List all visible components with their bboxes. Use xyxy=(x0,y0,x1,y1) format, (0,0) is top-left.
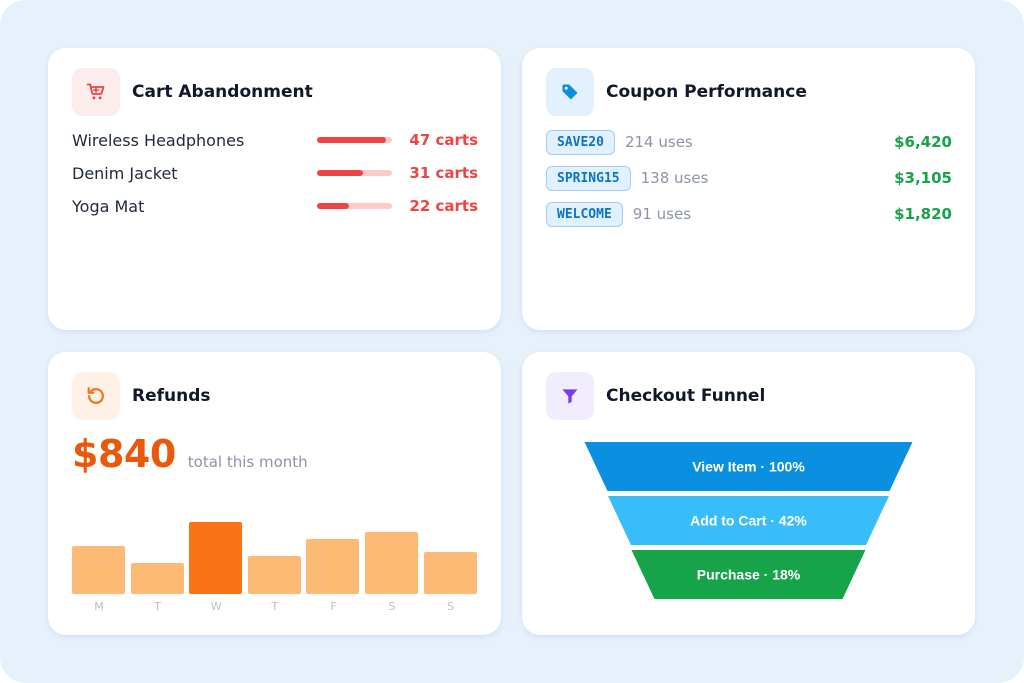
card-title: Coupon Performance xyxy=(606,82,807,102)
product-name: Denim Jacket xyxy=(72,163,178,183)
refund-total: $840 total this month xyxy=(72,432,308,476)
funnel-icon xyxy=(546,372,594,420)
abandonment-bar-fill xyxy=(317,137,386,143)
undo-icon xyxy=(72,372,120,420)
cart-item-row[interactable]: Yoga Mat 22 carts xyxy=(72,194,478,218)
refund-bar[interactable] xyxy=(72,546,125,594)
abandonment-bar xyxy=(317,170,392,176)
refund-bar[interactable] xyxy=(247,556,301,594)
abandonment-bar xyxy=(317,203,392,209)
day-label: F xyxy=(330,600,337,613)
card-header: Coupon Performance xyxy=(546,68,807,116)
product-name: Wireless Headphones xyxy=(72,130,245,150)
day-label: S xyxy=(447,600,455,613)
refund-bar[interactable] xyxy=(423,552,477,594)
abandonment-bar-fill xyxy=(317,203,350,209)
cart-count: 47 carts xyxy=(409,131,478,149)
coupon-revenue: $3,105 xyxy=(894,169,952,187)
funnel-stage[interactable] xyxy=(584,442,913,491)
card-header: Refunds xyxy=(72,372,211,420)
funnel-chart: View Item · 100% Add to Cart · 42% Purchas… xyxy=(584,442,913,599)
funnel-stage[interactable] xyxy=(608,496,889,545)
checkout-funnel-card: Checkout Funnel View Item · 100% Add to C… xyxy=(522,352,975,635)
coupon-uses: 138 uses xyxy=(640,169,709,187)
cart-count: 22 carts xyxy=(409,197,478,215)
refund-caption: total this month xyxy=(187,453,308,471)
card-title: Checkout Funnel xyxy=(606,386,766,406)
coupon-code-badge: SPRING15 xyxy=(546,165,631,191)
day-label: T xyxy=(271,600,279,613)
funnel-stage-label: Purchase · 18% xyxy=(697,567,801,583)
abandonment-bar xyxy=(317,137,392,143)
coupon-uses: 214 uses xyxy=(624,133,693,151)
coupon-performance-card: Coupon Performance SAVE20 214 uses $6,42… xyxy=(522,48,975,330)
tag-icon xyxy=(546,68,594,116)
coupon-revenue: $1,820 xyxy=(894,205,952,223)
refund-bar[interactable] xyxy=(130,563,184,594)
card-title: Cart Abandonment xyxy=(132,82,313,102)
funnel-stage-label: Add to Cart · 42% xyxy=(690,513,807,529)
day-label: S xyxy=(388,600,396,613)
refund-bar[interactable] xyxy=(189,522,243,594)
card-header: Checkout Funnel xyxy=(546,372,765,420)
coupon-row[interactable]: WELCOME 91 uses $1,820 xyxy=(546,201,952,227)
coupon-revenue: $6,420 xyxy=(894,133,952,151)
cart-item-row[interactable]: Denim Jacket 31 carts xyxy=(72,161,478,185)
funnel-stage[interactable] xyxy=(631,550,866,599)
coupon-code-badge: WELCOME xyxy=(546,201,623,227)
coupon-uses: 91 uses xyxy=(632,205,692,223)
abandonment-bar-fill xyxy=(317,170,363,176)
coupon-row[interactable]: SPRING15 138 uses $3,105 xyxy=(546,165,952,191)
day-label: W xyxy=(210,600,222,613)
cart-item-row[interactable]: Wireless Headphones 47 carts xyxy=(72,128,478,152)
cart-count: 31 carts xyxy=(409,164,478,182)
card-header: Cart Abandonment xyxy=(72,68,313,116)
product-name: Yoga Mat xyxy=(72,196,145,216)
cart-abandonment-card: Cart Abandonment Wireless Headphones 47 … xyxy=(48,48,501,330)
shopping-cart-icon xyxy=(72,68,120,116)
coupon-row[interactable]: SAVE20 214 uses $6,420 xyxy=(546,129,952,155)
funnel-stage-label: View Item · 100% xyxy=(692,459,805,475)
refund-amount: $840 xyxy=(72,432,176,476)
refunds-card: Refunds $840 total this month M T W T F S S xyxy=(48,352,501,635)
card-title: Refunds xyxy=(132,386,211,406)
refund-bar[interactable] xyxy=(306,539,360,594)
refund-bar[interactable] xyxy=(365,532,418,594)
day-label: T xyxy=(154,600,161,613)
day-label: M xyxy=(94,600,104,613)
coupon-code-badge: SAVE20 xyxy=(546,129,615,155)
